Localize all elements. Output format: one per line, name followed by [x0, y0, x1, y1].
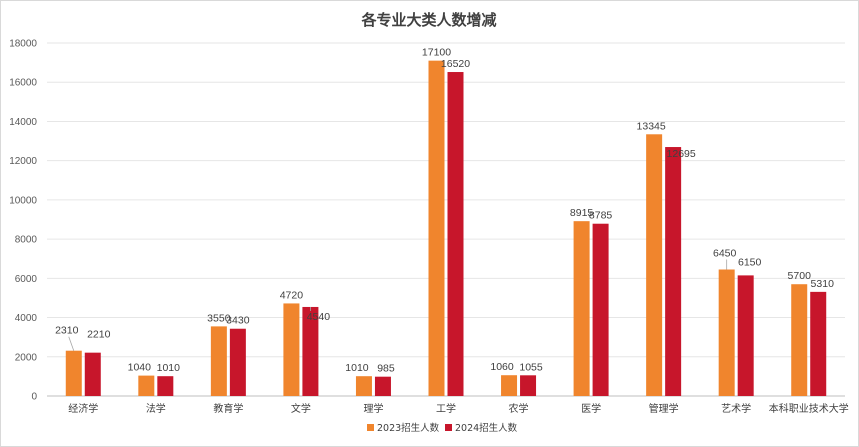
x-tick-label: 工学 [436, 402, 456, 415]
y-tick-label: 12000 [9, 156, 37, 167]
bar-2023 [791, 284, 808, 396]
data-label: 6150 [738, 256, 762, 268]
bar-2024 [374, 376, 391, 396]
bar-2023 [501, 375, 518, 396]
bar-2024 [665, 147, 682, 396]
bar-2023 [718, 269, 735, 396]
x-axis-ticks: 经济学 法学 教育学 文学 理学 工学 农学 医学 管理学 艺术学 本科职业技术大学 [68, 402, 848, 415]
bar-2024 [229, 328, 246, 396]
legend-label-2023: 2023招生人数 [377, 422, 440, 434]
x-tick-label: 文学 [291, 402, 311, 415]
legend-label-2024: 2024招生人数 [455, 422, 518, 434]
y-tick-label: 16000 [9, 78, 37, 89]
data-label: 6450 [713, 248, 737, 260]
data-label: 5310 [811, 278, 835, 290]
y-tick-label: 0 [31, 392, 37, 403]
data-label: 1040 [128, 362, 152, 374]
legend-swatch-2023 [367, 424, 374, 431]
bar-2023 [428, 60, 445, 397]
bar-2024 [810, 291, 827, 396]
y-tick-label: 2000 [15, 352, 38, 363]
chart-title: 各专业大类人数增减 [360, 11, 496, 29]
bar-2023 [646, 134, 663, 396]
bar-2023 [283, 303, 300, 396]
x-tick-label: 医学 [581, 402, 601, 415]
bar-2023 [355, 376, 372, 396]
legend-swatch-2024 [445, 424, 452, 431]
y-tick-label: 10000 [9, 195, 37, 206]
x-tick-label: 管理学 [649, 402, 679, 415]
data-label: 16520 [441, 58, 470, 70]
bar-2023 [573, 221, 590, 396]
data-label: 13345 [637, 120, 666, 132]
data-label: 12695 [667, 148, 696, 160]
y-tick-label: 8000 [15, 235, 38, 246]
bar-2024 [737, 275, 754, 396]
data-label: 4540 [307, 311, 331, 323]
data-label: 1010 [345, 362, 369, 374]
leader-line [68, 336, 75, 351]
bar-2024 [520, 375, 537, 396]
bar-2023 [65, 350, 82, 396]
bar-2023 [210, 326, 227, 396]
bar-2024 [157, 376, 174, 396]
data-label: 1010 [157, 362, 181, 374]
data-label: 985 [377, 363, 395, 375]
x-tick-label: 理学 [363, 402, 383, 415]
data-label: 8785 [589, 210, 613, 222]
bar-2024 [592, 223, 609, 396]
y-tick-label: 4000 [15, 313, 38, 324]
bar-2024 [84, 352, 101, 396]
legend: 2023招生人数 2024招生人数 [367, 422, 518, 434]
x-tick-label: 经济学 [68, 402, 98, 415]
bar-2024 [447, 72, 464, 396]
data-label: 1060 [490, 361, 514, 373]
x-tick-label: 农学 [509, 402, 529, 415]
y-tick-label: 6000 [15, 274, 38, 285]
y-axis-ticks: 0 2000 4000 6000 8000 10000 12000 14000 16000 180… [9, 39, 37, 403]
data-label: 1055 [519, 361, 543, 373]
data-label: 5700 [788, 270, 812, 282]
y-tick-label: 18000 [9, 39, 37, 50]
y-tick-label: 14000 [9, 117, 37, 128]
bar-2023 [138, 375, 155, 396]
x-tick-label: 法学 [146, 402, 166, 415]
data-label: 17100 [422, 47, 451, 59]
x-tick-label: 艺术学 [721, 402, 751, 415]
bars [65, 60, 827, 397]
data-label: 2210 [87, 329, 111, 341]
data-label: 3550 [207, 312, 231, 324]
gridlines [47, 42, 845, 358]
data-label: 8915 [570, 207, 594, 219]
data-label: 4720 [280, 289, 304, 301]
x-tick-label: 教育学 [213, 402, 243, 415]
data-label: 3430 [226, 315, 250, 327]
bar-2024 [302, 306, 319, 396]
data-label: 2310 [55, 325, 79, 337]
leader-lines [68, 259, 728, 351]
x-tick-label: 本科职业技术大学 [769, 402, 849, 415]
